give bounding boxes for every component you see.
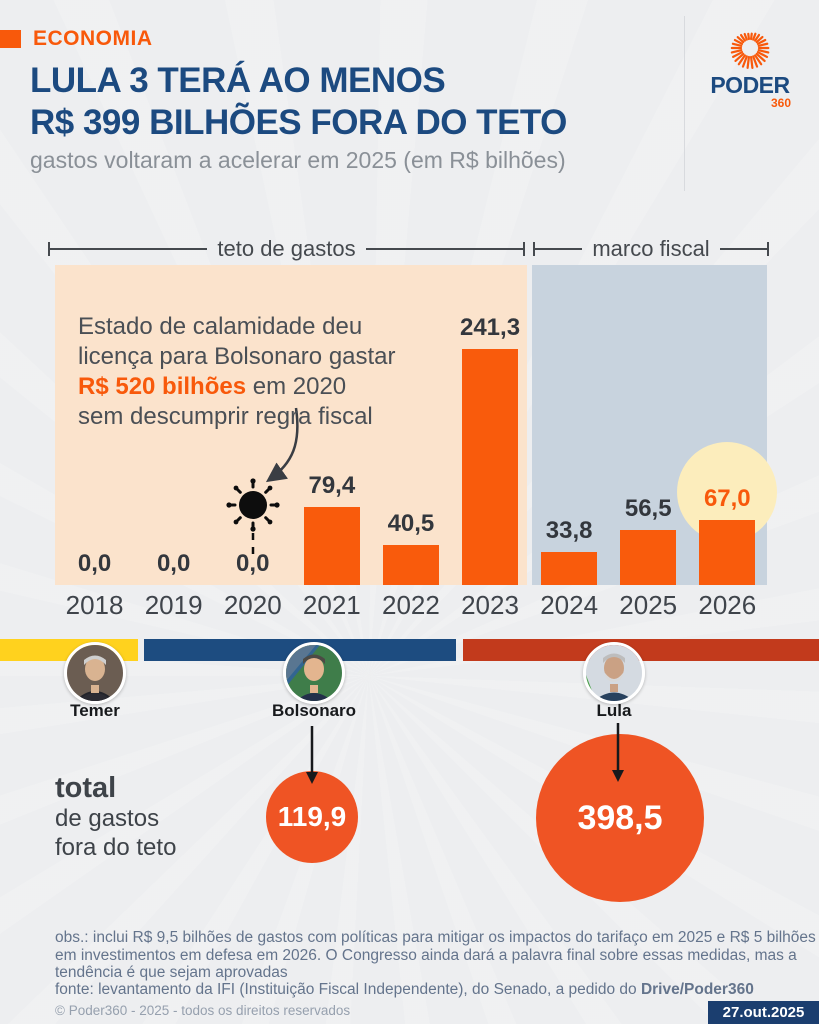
obs-line2: em investimentos em defesa em 2026. O Co…	[55, 946, 797, 964]
logo-suffix: 360	[770, 96, 791, 110]
x-axis-year-labels: 2018 2019 2020 2021 2022 2023 2024 2025 2026	[55, 590, 767, 621]
chart-column-2018: 0,0	[55, 265, 134, 585]
annotation-line4: sem descumprir regra fiscal	[78, 403, 373, 430]
totals-label-line2: de gastos	[55, 805, 160, 832]
kicker-square-icon	[0, 30, 21, 48]
chart-column-2025: 56,5	[609, 265, 688, 585]
lula-photo	[583, 642, 645, 704]
chart-column-2019: 0,0	[134, 265, 213, 585]
source-credit: Drive/Poder360	[640, 981, 754, 998]
logo-word: PODER	[710, 72, 790, 98]
president-name-bolsonaro: Bolsonaro	[271, 701, 357, 720]
bar-value-label-2020: 0,0	[236, 550, 270, 577]
bar-value-label-2024: 33,8	[545, 516, 593, 544]
source-text: fonte: levantamento da IFI (Instituição …	[55, 981, 641, 998]
obs-line3: tendência é que sejam aprovadas	[55, 964, 288, 981]
page-title-line2: R$ 399 BILHÕES FORA DO TETO	[30, 103, 567, 142]
bar-value-label-2019: 0,0	[156, 550, 191, 577]
bar-value-label-2023: 241,3	[459, 314, 521, 341]
bracket-line	[719, 248, 768, 250]
bar-2021	[303, 507, 360, 585]
bar-2026	[699, 519, 756, 585]
year-label-2021: 2021	[302, 590, 361, 620]
temer-photo	[64, 642, 126, 704]
chart-column-2023: 241,3	[450, 265, 529, 585]
annotation-highlight: R$ 520 bilhões	[78, 373, 247, 400]
bar-value-label-2018: 0,0	[77, 550, 112, 577]
year-label-2024: 2024	[540, 590, 599, 620]
bracket-tick	[48, 242, 50, 256]
poder360-logo: PODER 360	[695, 26, 805, 110]
date-badge: 27.out.2025	[708, 1001, 819, 1024]
president-name-lula: Lula	[596, 701, 632, 720]
bar-2023	[462, 349, 519, 585]
bracket-line	[50, 248, 208, 250]
calamity-annotation: Estado de calamidade deu licença para Bo…	[78, 312, 396, 432]
annotation-line3-rest: em 2020	[246, 373, 347, 400]
page-title-line1: LULA 3 TERÁ AO MENOS	[30, 61, 446, 100]
bar-2022	[382, 545, 439, 585]
bracket-line	[365, 248, 523, 250]
header-divider	[684, 16, 685, 191]
copyright-line: © Poder360 - 2025 - todos os direitos re…	[55, 1003, 351, 1018]
totals-label: total de gastos fora do teto	[55, 772, 176, 862]
totals-label-bold: total	[55, 772, 117, 804]
year-label-2023: 2023	[461, 590, 519, 620]
region-bracket-teto: teto de gastos	[48, 236, 525, 262]
year-label-2025: 2025	[619, 590, 678, 620]
bolsonaro-photo	[283, 642, 345, 704]
chart-column-2021: 79,4	[292, 265, 371, 585]
year-label-2019: 2019	[144, 590, 203, 620]
year-label-2026: 2026	[698, 590, 757, 620]
annotation-line2: licença para Bolsonaro gastar	[78, 343, 396, 370]
obs-line1: obs.: inclui R$ 9,5 bilhões de gastos co…	[55, 929, 816, 946]
chart-column-2024: 33,8	[530, 265, 609, 585]
year-label-2018: 2018	[65, 590, 124, 620]
annotation-line3: R$ 520 bilhões em 2020	[78, 372, 396, 402]
poder360-sunburst-icon	[730, 32, 770, 69]
year-label-2022: 2022	[382, 590, 440, 620]
timeline-strip-lula	[463, 639, 819, 661]
bracket-line	[535, 248, 583, 250]
region-label-teto: teto de gastos	[217, 236, 356, 261]
footnote-source: fonte: levantamento da IFI (Instituição …	[55, 981, 754, 999]
bar-value-label-2026: 67,0	[703, 484, 751, 512]
bar-2024	[541, 551, 598, 585]
bracket-tick	[533, 242, 535, 256]
region-label-marco: marco fiscal	[592, 236, 710, 261]
bar-value-label-2025: 56,5	[624, 494, 672, 522]
totals-label-line3: fora do teto	[55, 834, 177, 861]
chart-column-2022: 40,5	[371, 265, 450, 585]
bar-value-label-2022: 40,5	[387, 510, 435, 538]
chart-columns: 0,0 0,0 0,0 79,4 40,5 241,3 33,8 56,5 67,0	[55, 265, 767, 585]
footnote-obs: obs.: inclui R$ 9,5 bilhões de gastos co…	[55, 929, 816, 982]
annotation-line1: Estado de calamidade deu	[78, 313, 363, 340]
total-circle-bolsonaro: 119,9	[266, 771, 358, 863]
total-circle-lula: 398,5	[536, 734, 704, 902]
bar-value-label-2021: 79,4	[308, 472, 356, 500]
bar-2025	[620, 529, 677, 585]
section-kicker: ECONOMIA	[33, 27, 153, 50]
bracket-tick	[767, 242, 770, 256]
chart-column-2026: 67,0	[688, 265, 767, 585]
bracket-tick	[523, 242, 525, 256]
region-bracket-marco: marco fiscal	[533, 236, 770, 262]
president-name-temer: Temer	[70, 701, 120, 720]
page-subtitle: gastos voltaram a acelerar em 2025 (em R…	[30, 147, 566, 173]
year-label-2020: 2020	[223, 590, 282, 620]
